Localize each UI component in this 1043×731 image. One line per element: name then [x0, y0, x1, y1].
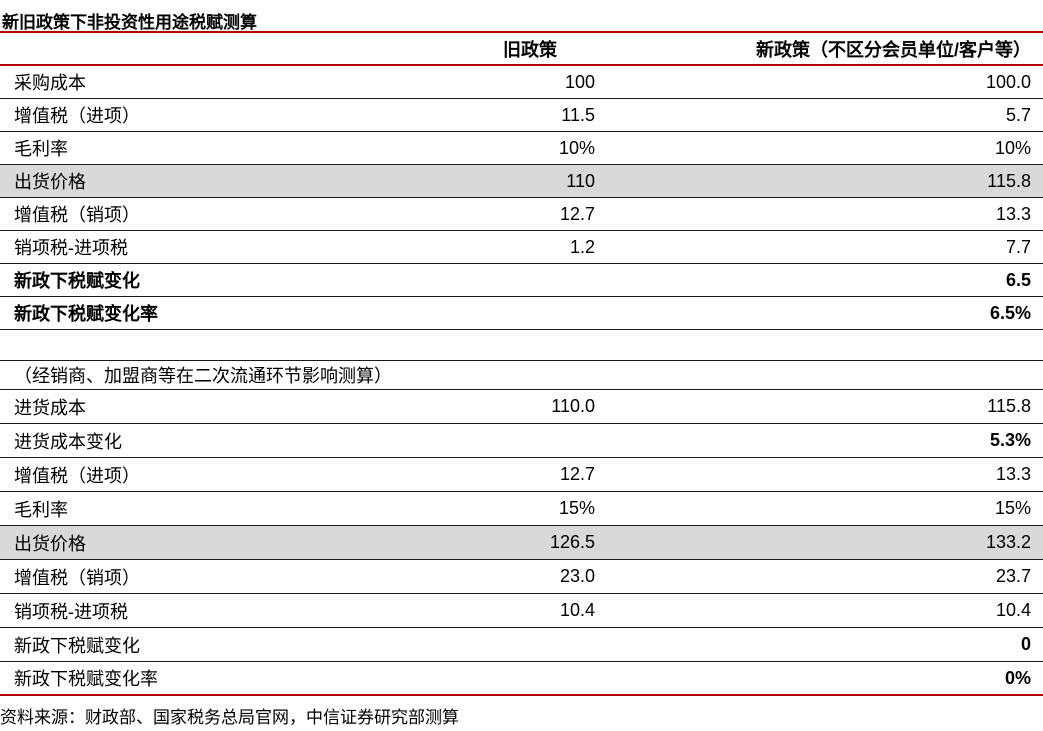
page-title: 新旧政策下非投资性用途税赋测算: [0, 0, 1043, 33]
new-policy-value: 100.0: [985, 71, 1031, 92]
table-row: 毛利率 15% 15%: [0, 492, 1043, 526]
new-policy-value: 0%: [1004, 667, 1031, 688]
section-caption-row: （经销商、加盟商等在二次流通环节影响测算）: [0, 361, 1043, 390]
table-header-row: 旧政策 新政策（不区分会员单位/客户等）: [0, 33, 1043, 66]
old-policy-value: 10.4: [559, 600, 595, 620]
table-row: 进货成本 110.0 115.8: [0, 390, 1043, 424]
new-policy-value: 115.8: [987, 170, 1031, 191]
new-policy-value: 6.5: [1005, 269, 1031, 290]
old-policy-value: 23.0: [559, 566, 595, 586]
new-policy-value: 13.3: [995, 464, 1031, 484]
new-policy-value: 6.5%: [989, 302, 1031, 323]
table-row: 销项税-进项税 10.4 10.4: [0, 594, 1043, 628]
table-row: 新政下税赋变化率 0%: [0, 662, 1043, 696]
new-policy-value: 5.3%: [989, 430, 1031, 450]
new-policy-value: 23.7: [995, 566, 1031, 586]
header-new-policy: 新政策（不区分会员单位/客户等）: [756, 39, 1031, 60]
table-row: 增值税（进项） 12.7 13.3: [0, 458, 1043, 492]
section-primary-circulation: 采购成本 100 100.0 增值税（进项） 11.5 5.7 毛利率 10% …: [0, 66, 1043, 330]
old-policy-value: 100: [564, 71, 595, 92]
table-row: 新政下税赋变化率 6.5%: [0, 297, 1043, 330]
new-policy-value: 0: [1020, 634, 1031, 654]
new-policy-value: 10.4: [995, 600, 1031, 620]
row-label: 销项税-进项税: [14, 601, 128, 622]
old-policy-value: 12.7: [559, 203, 595, 224]
table-row-highlighted: 出货价格 110 115.8: [0, 165, 1043, 198]
table-row: 新政下税赋变化 6.5: [0, 264, 1043, 297]
row-label: 进货成本变化: [14, 431, 122, 452]
table-row: 销项税-进项税 1.2 7.7: [0, 231, 1043, 264]
row-label: 增值税（进项）: [14, 106, 140, 126]
data-source-note: 资料来源：财政部、国家税务总局官网，中信证券研究部测算: [0, 708, 459, 727]
row-label: 增值税（销项）: [14, 205, 140, 225]
new-policy-value: 10%: [994, 137, 1031, 158]
row-label: 销项税-进项税: [14, 238, 128, 258]
new-policy-value: 13.3: [995, 203, 1031, 224]
row-label: 出货价格: [14, 533, 86, 554]
table-row: 新政下税赋变化 0: [0, 628, 1043, 662]
row-label: 新政下税赋变化: [14, 635, 140, 656]
row-label: 增值税（进项）: [14, 465, 140, 486]
new-policy-value: 133.2: [985, 532, 1031, 552]
table-row: 增值税（进项） 11.5 5.7: [0, 99, 1043, 132]
old-policy-value: 15%: [558, 498, 595, 518]
old-policy-value: 10%: [558, 137, 595, 158]
table-row: 增值税（销项） 23.0 23.7: [0, 560, 1043, 594]
row-label: 增值税（销项）: [14, 567, 140, 588]
row-label: 进货成本: [14, 397, 86, 418]
table-row: 增值税（销项） 12.7 13.3: [0, 198, 1043, 231]
new-policy-value: 7.7: [1005, 236, 1031, 257]
row-label: 毛利率: [14, 499, 68, 520]
row-label: 毛利率: [14, 139, 68, 159]
row-label: 采购成本: [14, 73, 86, 93]
table-row: 进货成本变化 5.3%: [0, 424, 1043, 458]
old-policy-value: 110.0: [551, 396, 595, 416]
row-label: 出货价格: [14, 172, 86, 192]
old-policy-value: 11.5: [561, 104, 595, 125]
header-old-policy: 旧政策: [503, 39, 557, 60]
table-row: 采购成本 100 100.0: [0, 66, 1043, 99]
table-row: 毛利率 10% 10%: [0, 132, 1043, 165]
old-policy-value: 1.2: [569, 236, 595, 257]
old-policy-value: 126.5: [549, 532, 595, 552]
new-policy-value: 115.8: [987, 396, 1031, 416]
row-label: 新政下税赋变化率: [14, 304, 158, 324]
old-policy-value: 12.7: [559, 464, 595, 484]
section-caption: （经销商、加盟商等在二次流通环节影响测算）: [14, 366, 392, 386]
new-policy-value: 5.7: [1005, 104, 1031, 125]
new-policy-value: 15%: [994, 498, 1031, 518]
section-secondary-circulation: 进货成本 110.0 115.8 进货成本变化 5.3% 增值税（进项） 12.…: [0, 390, 1043, 696]
spacer-row: [0, 330, 1043, 361]
table-row-highlighted: 出货价格 126.5 133.2: [0, 526, 1043, 560]
row-label: 新政下税赋变化率: [14, 669, 158, 689]
old-policy-value: 110: [566, 170, 595, 191]
row-label: 新政下税赋变化: [14, 271, 140, 291]
